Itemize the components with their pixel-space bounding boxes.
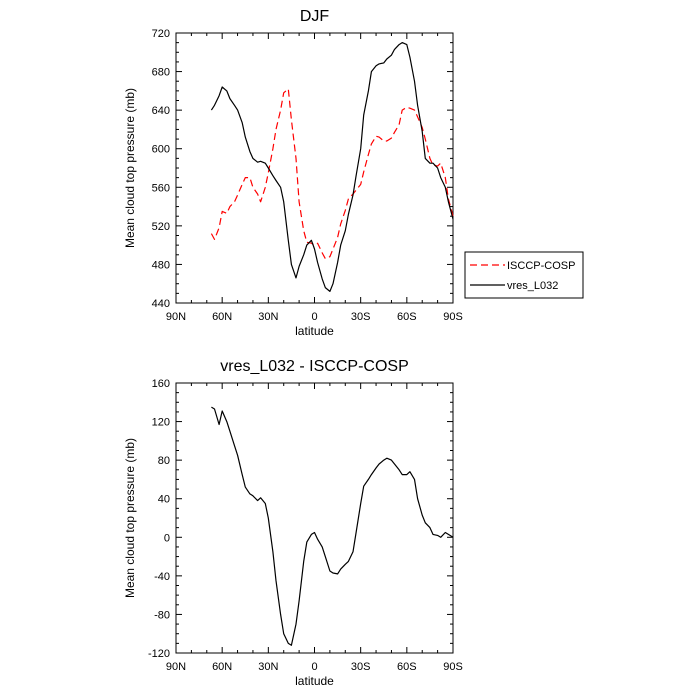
x-tick-label: 0 (311, 311, 317, 323)
y-tick-label: 40 (158, 494, 170, 506)
plot-frame (175, 32, 454, 304)
y-tick-label: 520 (152, 221, 170, 233)
y-tick-label: 120 (152, 417, 170, 429)
y-tick-label: -120 (148, 648, 170, 660)
series-line-vres-l032 (210, 41, 454, 292)
x-tick-label: 0 (311, 661, 317, 673)
x-tick-label: 90S (443, 661, 463, 673)
y-tick-label: 560 (152, 182, 170, 194)
y-tick-label: 0 (164, 532, 170, 544)
legend-label: ISCCP-COSP (507, 260, 575, 272)
y-tick-label: 440 (152, 298, 170, 310)
y-axis-label: Mean cloud top pressure (mb) (123, 438, 137, 598)
legend-box (464, 251, 584, 299)
y-tick-label: 600 (152, 144, 170, 156)
y-tick-label: 640 (152, 105, 170, 117)
y-tick-label: 80 (158, 455, 170, 467)
x-tick-label: 60N (212, 661, 232, 673)
x-axis-label: latitude (295, 324, 334, 338)
x-tick-label: 90N (166, 661, 186, 673)
x-tick-label: 60S (397, 661, 417, 673)
y-tick-label: 160 (152, 378, 170, 390)
x-tick-label: 90S (443, 311, 463, 323)
bottom-chart-panel: vres_L032 - ISCCP-COSP -120 -80 -40 0 40 80 120… (123, 358, 463, 688)
plot-frame (175, 382, 454, 654)
y-axis-label: Mean cloud top pressure (mb) (123, 88, 137, 248)
chart-title: vres_L032 - ISCCP-COSP (220, 358, 409, 375)
x-tick-label: 30S (351, 661, 371, 673)
x-tick-label: 30N (258, 661, 278, 673)
x-tick-label: 30N (258, 311, 278, 323)
x-tick-label: 90N (166, 311, 186, 323)
y-tick-label: -80 (154, 609, 170, 621)
legend: ISCCP-COSP vres_L032 (464, 251, 584, 299)
top-chart-panel: DJF 440 480 520 560 600 640 680 720 90N 60N 30N 0 30S… (123, 8, 584, 338)
y-tick-label: 480 (152, 259, 170, 271)
legend-label: vres_L032 (507, 280, 558, 292)
series-line-isccp-cosp (210, 88, 454, 260)
y-tick-label: 720 (152, 28, 170, 40)
x-tick-label: 30S (351, 311, 371, 323)
x-axis-label: latitude (295, 674, 334, 688)
y-tick-label: 680 (152, 67, 170, 79)
chart-title: DJF (300, 8, 330, 25)
x-tick-label: 60N (212, 311, 232, 323)
difference-series-line (211, 406, 454, 646)
y-tick-label: -40 (154, 571, 170, 583)
x-tick-label: 60S (397, 311, 417, 323)
